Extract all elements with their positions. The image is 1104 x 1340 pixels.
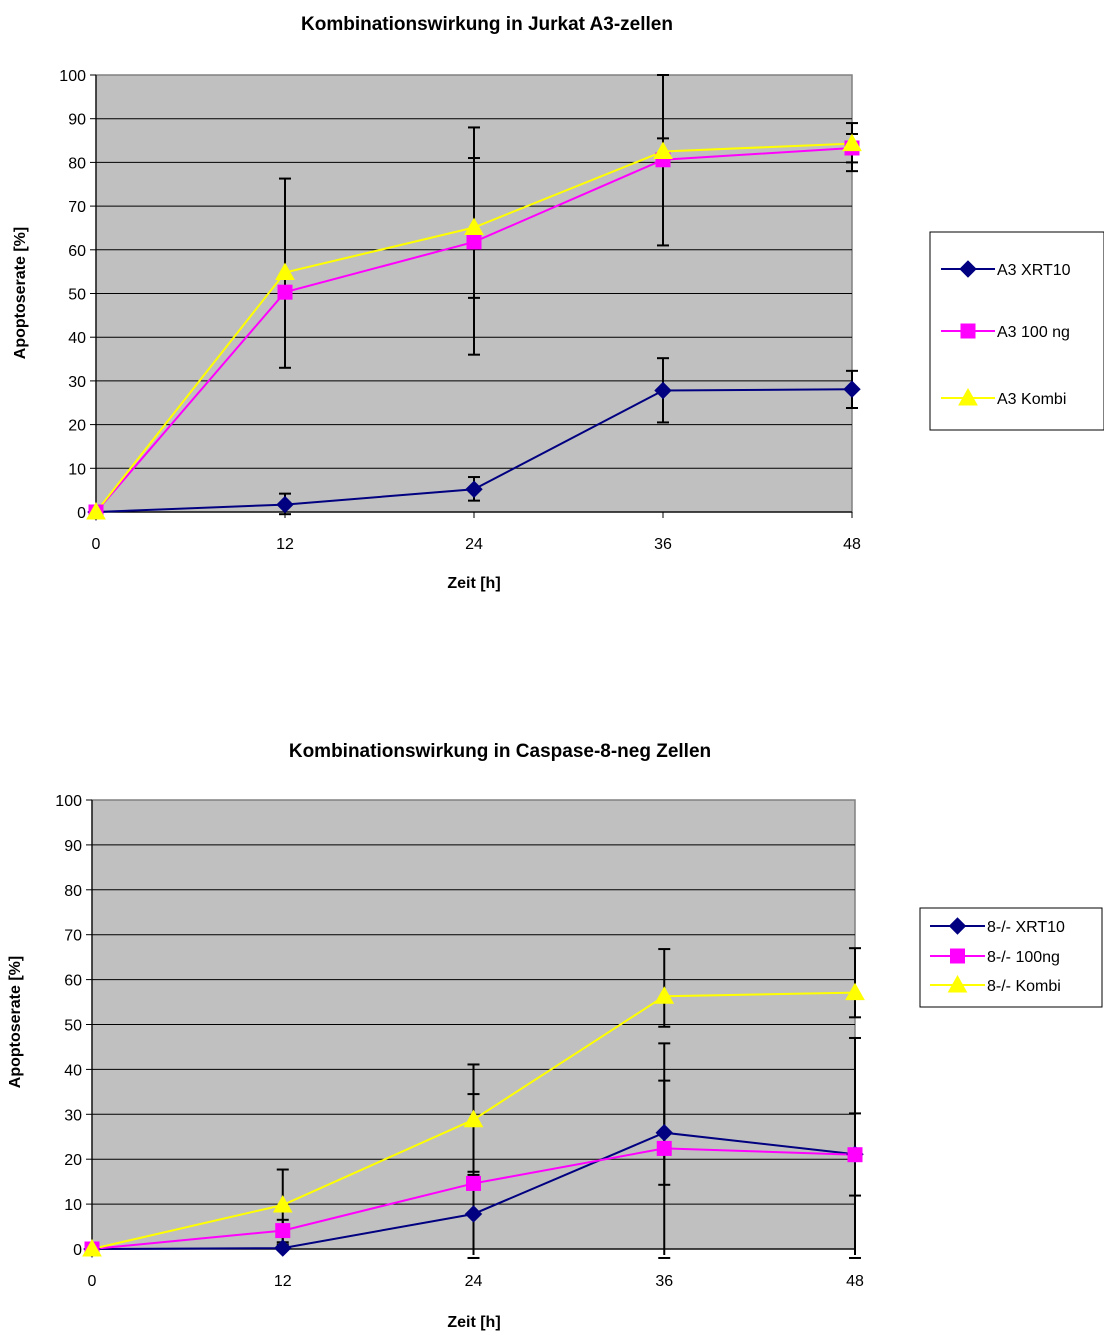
legend-label: 8-/- XRT10: [987, 919, 1065, 936]
data-point: [276, 495, 294, 514]
x-tick-label: 12: [276, 536, 294, 553]
x-axis-title: Zeit [h]: [447, 1314, 500, 1331]
legend-label: 8-/- Kombi: [987, 978, 1061, 995]
y-tick-label: 70: [68, 199, 86, 216]
y-axis-title: Apoptoserate [%]: [12, 227, 29, 359]
data-point: [843, 380, 861, 398]
y-tick-label: 10: [64, 1197, 82, 1214]
legend: 8-/- XRT10 8-/- 100ng 8-/- Kombi: [919, 907, 1103, 1008]
data-point: [466, 1175, 481, 1191]
x-tick-label: 12: [274, 1273, 292, 1290]
data-point: [654, 381, 672, 400]
data-point: [847, 1147, 863, 1163]
y-tick-label: 100: [59, 68, 86, 85]
data-point: [464, 1205, 483, 1223]
data-point: [654, 986, 675, 1004]
data-point: [277, 284, 293, 300]
legend-marker: [947, 974, 968, 993]
legend-marker: [959, 260, 977, 278]
y-tick-label: 90: [64, 838, 82, 855]
data-point: [464, 217, 484, 236]
data-point: [653, 141, 673, 159]
y-tick-label: 50: [68, 287, 86, 304]
legend-label: A3 Kombi: [997, 391, 1066, 408]
legend-label: A3 100 ng: [997, 324, 1070, 341]
y-tick-label: 50: [64, 1018, 82, 1035]
data-point: [842, 133, 862, 152]
legend-item: A3 Kombi: [941, 387, 1066, 408]
legend-marker: [958, 387, 978, 406]
legend-label: A3 XRT10: [997, 262, 1071, 279]
data-point: [82, 1238, 102, 1257]
x-tick-label: 0: [88, 1273, 97, 1290]
x-tick-label: 36: [655, 1273, 673, 1290]
y-tick-label: 30: [68, 374, 86, 391]
x-tick-label: 48: [843, 536, 861, 553]
y-axis-title: Apoptoserate [%]: [7, 956, 24, 1088]
chart-jurkat-a3: Kombinationswirkung in Jurkat A3-zellen …: [12, 14, 1104, 592]
legend-marker: [960, 323, 976, 339]
y-tick-label: 90: [68, 112, 86, 129]
legend-item: 8-/- XRT10: [930, 917, 1065, 936]
data-point: [655, 1124, 673, 1142]
data-point: [465, 480, 483, 498]
data-point: [463, 1109, 484, 1128]
chart-title: Kombinationswirkung in Jurkat A3-zellen: [301, 14, 673, 35]
y-tick-label: 20: [64, 1152, 82, 1169]
data-point: [272, 1194, 293, 1213]
legend-marker: [948, 917, 967, 935]
data-point: [275, 1223, 291, 1239]
x-tick-label: 48: [846, 1273, 864, 1290]
y-tick-label: 100: [55, 793, 82, 810]
data-point: [845, 982, 865, 1001]
x-tick-label: 36: [654, 536, 672, 553]
x-tick-label: 0: [92, 536, 101, 553]
data-point: [275, 262, 295, 281]
legend-item: 8-/- 100ng: [930, 948, 1060, 966]
y-tick-label: 60: [68, 243, 86, 260]
x-tick-label: 24: [465, 1273, 483, 1290]
y-tick-label: 40: [68, 330, 86, 347]
y-tick-label: 30: [64, 1107, 82, 1124]
x-tick-label: 24: [465, 536, 483, 553]
data-point: [466, 234, 482, 250]
legend-marker: [950, 948, 965, 964]
y-tick-label: 80: [68, 155, 86, 172]
y-tick-label: 10: [68, 461, 86, 478]
legend-item: A3 XRT10: [941, 260, 1071, 279]
y-tick-label: 40: [64, 1062, 82, 1079]
legend-item: 8-/- Kombi: [930, 974, 1061, 995]
data-point: [274, 1239, 292, 1257]
y-tick-label: 70: [64, 928, 82, 945]
legend-label: 8-/- 100ng: [987, 949, 1060, 966]
data-point: [86, 501, 106, 520]
chart-title: Kombinationswirkung in Caspase-8-neg Zel…: [289, 741, 711, 762]
y-tick-label: 80: [64, 883, 82, 900]
data-point: [656, 1140, 672, 1156]
y-tick-label: 20: [68, 418, 86, 435]
y-tick-label: 0: [73, 1242, 82, 1259]
y-tick-label: 60: [64, 973, 82, 990]
legend: A3 XRT10 A3 100 ng A3 Kombi: [929, 231, 1104, 431]
legend-item: A3 100 ng: [941, 323, 1070, 341]
x-axis-title: Zeit [h]: [447, 575, 500, 592]
y-tick-label: 0: [77, 505, 86, 522]
chart-caspase8-neg: Kombinationswirkung in Caspase-8-neg Zel…: [7, 741, 1103, 1331]
